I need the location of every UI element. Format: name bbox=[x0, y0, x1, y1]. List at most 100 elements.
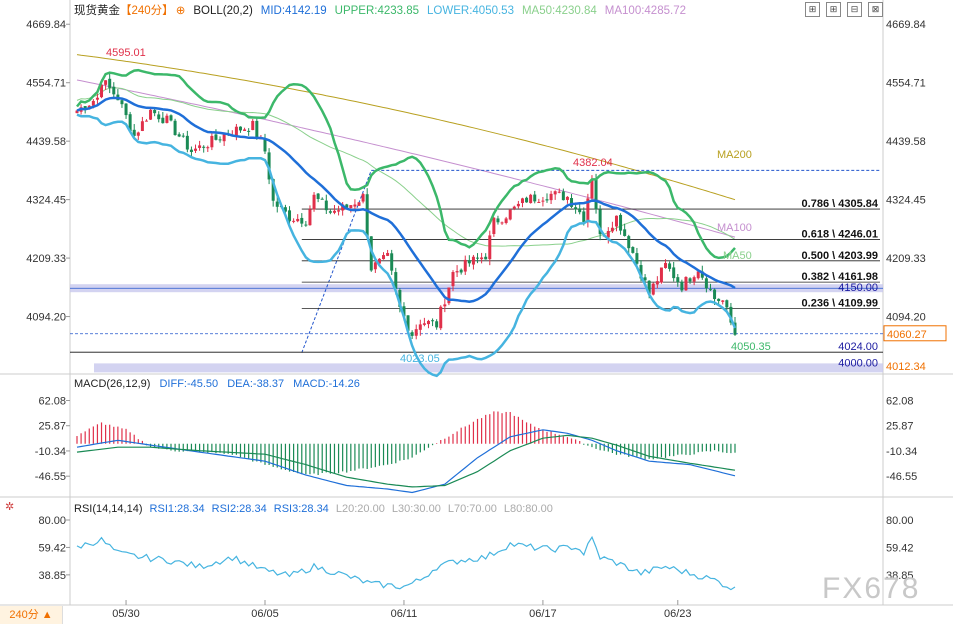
boll-upper: UPPER:4233.85 bbox=[334, 5, 420, 17]
candle-body bbox=[684, 276, 688, 291]
boll-indicator-label[interactable]: BOLL(20,2) bbox=[193, 5, 253, 17]
candle-body bbox=[324, 200, 328, 211]
low-annotation: 4023.05 bbox=[400, 353, 440, 365]
candle-body bbox=[198, 145, 202, 148]
candle-body bbox=[83, 106, 87, 110]
interval-selector[interactable]: 【240分】 bbox=[120, 5, 174, 17]
price-tick-label-right: 4669.84 bbox=[886, 19, 926, 31]
candle-body bbox=[488, 235, 492, 260]
candle-body bbox=[328, 211, 332, 213]
candle-body bbox=[210, 135, 214, 148]
fib-level-label: 0.382 \ 4161.98 bbox=[802, 271, 878, 283]
ma50-value: MA50:4230.84 bbox=[521, 5, 597, 17]
candle-body bbox=[283, 207, 287, 212]
symbol-name: 现货黄金 bbox=[74, 5, 120, 17]
candle-body bbox=[173, 120, 177, 136]
boll-mid: MID:4142.19 bbox=[260, 5, 327, 17]
rsi-tick-label-right: 80.00 bbox=[886, 515, 914, 527]
candle-body bbox=[467, 260, 471, 264]
price-tick-label-left: 4324.45 bbox=[26, 195, 66, 207]
candle-body bbox=[263, 138, 267, 152]
candle-body bbox=[128, 114, 132, 132]
candle-body bbox=[431, 320, 435, 322]
fullscreen-icon[interactable]: ⊠ bbox=[868, 2, 883, 17]
price-tick-label-left: 4554.71 bbox=[26, 78, 66, 90]
candle-body bbox=[275, 201, 279, 207]
candle-body bbox=[504, 218, 508, 223]
candle-body bbox=[439, 306, 443, 329]
candle-body bbox=[549, 193, 553, 201]
candle-body bbox=[680, 281, 684, 291]
zoom-out-icon[interactable]: ⊟ bbox=[847, 2, 862, 17]
candle-body bbox=[704, 278, 708, 289]
candle-body bbox=[357, 202, 361, 206]
candle-body bbox=[476, 257, 480, 259]
candle-body bbox=[561, 191, 565, 201]
candle-body bbox=[124, 103, 128, 116]
candle-body bbox=[729, 306, 733, 323]
candle-body bbox=[410, 332, 414, 336]
candle-body bbox=[590, 179, 594, 199]
candle-body bbox=[455, 271, 459, 273]
candle-body bbox=[733, 322, 737, 335]
candle-body bbox=[480, 257, 484, 260]
candle-body bbox=[300, 217, 304, 224]
macd-diff-line bbox=[76, 429, 736, 494]
candle-body bbox=[214, 134, 218, 140]
candle-body bbox=[234, 126, 238, 136]
candle-body bbox=[108, 78, 112, 88]
boll-upper-line bbox=[76, 68, 736, 260]
candle-body bbox=[406, 315, 410, 331]
candle-body bbox=[725, 300, 729, 308]
zoom-in-icon[interactable]: ⊞ bbox=[826, 2, 841, 17]
boll-lower-annotation: 4050.35 bbox=[731, 341, 771, 353]
rsi-title: RSI(14,14,14) bbox=[74, 503, 143, 515]
expand-icon[interactable]: ⊞ bbox=[805, 2, 820, 17]
candle-body bbox=[586, 198, 590, 222]
candle-body bbox=[353, 204, 357, 207]
macd-value: MACD:-14.26 bbox=[293, 378, 360, 390]
fib-level-label: 0.236 \ 4109.99 bbox=[802, 298, 878, 310]
candle-body bbox=[500, 222, 504, 224]
candle-body bbox=[635, 253, 639, 264]
macd-diff: DIFF:-45.50 bbox=[159, 378, 219, 390]
candle-body bbox=[541, 200, 545, 202]
gear-icon[interactable]: ⊕ bbox=[175, 5, 186, 17]
candle-body bbox=[672, 267, 676, 279]
candle-body bbox=[185, 135, 189, 150]
candle-body bbox=[696, 271, 700, 279]
candle-body bbox=[304, 224, 308, 226]
price-tick-label-right: 4094.20 bbox=[886, 312, 926, 324]
candle-body bbox=[361, 194, 365, 202]
candle-body bbox=[308, 209, 312, 226]
candle-body bbox=[349, 205, 353, 209]
macd-legend: MACD(26,12,9) DIFF:-45.50 DEA:-38.37 MAC… bbox=[74, 378, 360, 390]
interval-footer-button[interactable]: 240分 ▲ bbox=[0, 606, 63, 624]
candle-body bbox=[136, 132, 140, 136]
candle-body bbox=[169, 115, 173, 121]
candle-body bbox=[288, 210, 292, 222]
candle-body bbox=[365, 194, 369, 237]
candle-body bbox=[194, 148, 198, 151]
candle-body bbox=[643, 277, 647, 281]
candle-body bbox=[377, 258, 381, 264]
candle-body bbox=[688, 278, 692, 282]
candle-body bbox=[149, 109, 153, 120]
candle-body bbox=[525, 197, 529, 203]
candle-body bbox=[463, 259, 467, 272]
candle-body bbox=[345, 204, 349, 208]
boll-mid-line bbox=[76, 96, 736, 303]
candle-body bbox=[292, 220, 296, 222]
ma200-label: MA200 bbox=[717, 149, 752, 161]
candle-body bbox=[651, 283, 655, 295]
candle-body bbox=[206, 147, 210, 149]
candle-body bbox=[606, 231, 610, 238]
refresh-icon[interactable]: ✲ bbox=[5, 501, 15, 513]
price-tick-label-left: 4669.84 bbox=[26, 19, 66, 31]
candle-body bbox=[533, 194, 537, 202]
candle-body bbox=[484, 256, 488, 260]
current-price-box bbox=[883, 325, 947, 342]
candle-body bbox=[459, 269, 463, 273]
